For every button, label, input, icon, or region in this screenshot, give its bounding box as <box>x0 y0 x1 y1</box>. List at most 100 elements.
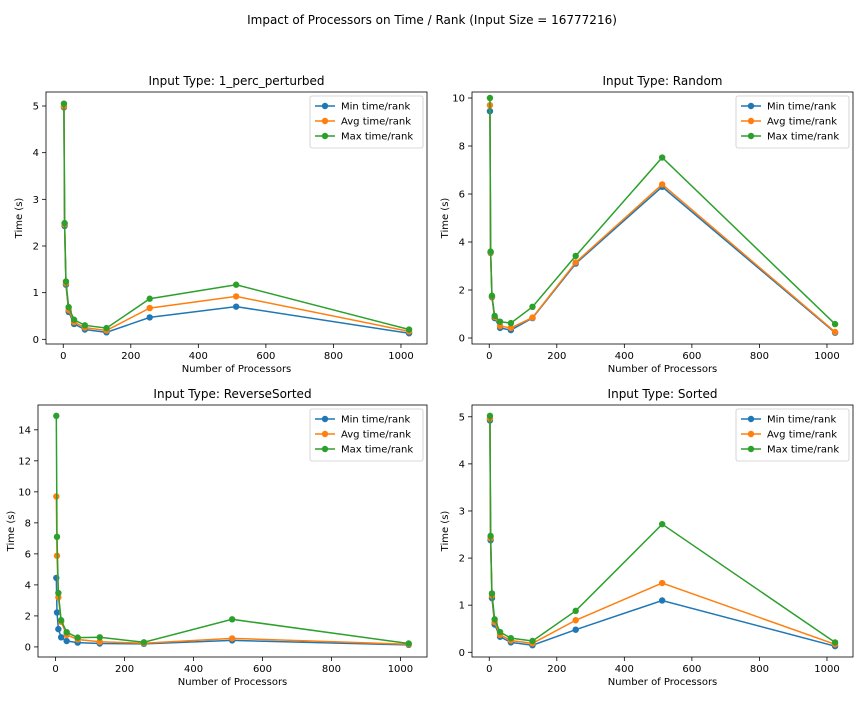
data-point <box>57 634 65 641</box>
legend-label: Max time/rank <box>767 445 839 456</box>
series-3 <box>486 412 839 646</box>
y-tick-label: 6 <box>25 549 31 560</box>
x-tick-label: 600 <box>256 351 275 362</box>
legend: Min time/rank Avg time/rank Max time/rank <box>735 408 850 462</box>
data-point <box>831 639 839 646</box>
legend-swatch-marker <box>747 117 755 125</box>
legend-label: Max time/rank <box>341 445 413 456</box>
x-tick-label: 800 <box>322 664 341 675</box>
panel-title: Input Type: Random <box>603 74 723 88</box>
data-point <box>63 628 70 636</box>
data-point <box>146 314 153 321</box>
y-tick-label: 4 <box>459 238 465 249</box>
data-point <box>831 320 839 328</box>
x-tick-label: 600 <box>682 351 701 362</box>
y-tick-label: 1 <box>33 288 39 299</box>
data-point <box>65 303 72 311</box>
y-tick-label: 0 <box>25 642 31 653</box>
y-tick-label: 4 <box>459 459 465 470</box>
data-point <box>529 314 536 321</box>
data-point <box>53 412 60 420</box>
x-tick-label: 1000 <box>388 351 413 362</box>
legend: Min time/rank Avg time/rank Max time/rank <box>309 408 424 462</box>
data-point <box>55 589 62 597</box>
data-point <box>491 312 498 320</box>
chart-panel-3: Input Type: ReverseSorted 0 200 400 600 800 10… <box>6 387 428 688</box>
x-axis-label: Number of Processors <box>608 364 718 375</box>
data-point <box>228 616 236 623</box>
data-point <box>572 252 579 260</box>
data-point <box>63 637 70 645</box>
data-point <box>658 520 666 528</box>
data-point <box>232 281 240 288</box>
data-point <box>487 532 494 540</box>
legend-swatch-marker <box>747 102 755 110</box>
legend-label: Max time/rank <box>767 132 839 143</box>
chart-panel-4: Input Type: Sorted 0 200 400 600 800 1000 0 1 2 3 4… <box>440 387 854 688</box>
data-point <box>228 635 236 642</box>
data-point <box>405 640 412 647</box>
data-point <box>572 607 579 615</box>
data-point <box>405 326 413 333</box>
x-tick-label: 600 <box>253 664 272 675</box>
y-tick-label: 0 <box>459 334 465 345</box>
y-tick-label: 5 <box>33 102 39 113</box>
x-tick-label: 0 <box>60 351 66 362</box>
data-point <box>529 637 536 645</box>
data-point <box>232 293 240 300</box>
data-point <box>572 626 579 633</box>
legend-swatch-marker <box>747 415 755 423</box>
y-tick-label: 3 <box>33 195 39 206</box>
x-tick-label: 800 <box>750 664 769 675</box>
data-point <box>146 295 153 302</box>
legend-label: Avg time/rank <box>767 430 837 441</box>
x-tick-label: 200 <box>115 664 134 675</box>
series-line <box>63 103 410 331</box>
data-point <box>496 318 504 325</box>
data-point <box>488 292 496 299</box>
y-tick-label: 2 <box>33 242 39 253</box>
y-tick-label: 2 <box>25 611 31 622</box>
data-point <box>658 597 666 604</box>
x-tick-label: 400 <box>615 351 634 362</box>
x-tick-label: 400 <box>615 664 634 675</box>
legend-label: Avg time/rank <box>341 117 411 128</box>
legend-swatch-marker <box>321 415 329 423</box>
legend-label: Min time/rank <box>341 415 410 426</box>
y-tick-label: 3 <box>459 506 465 517</box>
x-tick-label: 400 <box>184 664 203 675</box>
legend-swatch-marker <box>747 430 755 438</box>
x-tick-label: 200 <box>547 351 566 362</box>
series-line <box>489 415 836 644</box>
x-axis-label: Number of Processors <box>182 364 292 375</box>
data-point <box>53 533 61 541</box>
y-tick-label: 0 <box>459 648 465 659</box>
x-tick-label: 1000 <box>814 664 839 675</box>
data-point <box>70 316 78 323</box>
data-point <box>487 248 494 255</box>
legend-swatch-marker <box>321 117 329 125</box>
legend-swatch-marker <box>747 445 755 453</box>
panel-title: Input Type: 1_perc_perturbed <box>148 74 324 88</box>
series-3 <box>53 412 412 647</box>
x-tick-label: 200 <box>547 664 566 675</box>
y-tick-label: 5 <box>459 412 465 423</box>
legend-label: Avg time/rank <box>767 117 837 128</box>
x-tick-label: 800 <box>324 351 343 362</box>
legend-swatch-marker <box>321 445 329 453</box>
data-point <box>496 628 504 636</box>
data-point <box>486 94 494 102</box>
data-point <box>55 625 62 633</box>
chart-panel-1: Input Type: 1_perc_perturbed 0 200 400 600 80… <box>14 74 428 375</box>
data-point <box>486 412 494 420</box>
data-point <box>57 617 65 624</box>
data-point <box>507 324 515 332</box>
data-point <box>658 154 666 161</box>
data-point <box>140 639 148 646</box>
y-axis-label: Time (s) <box>14 198 25 240</box>
data-point <box>96 638 103 646</box>
y-tick-label: 8 <box>25 518 31 529</box>
data-point <box>74 634 81 641</box>
data-point <box>53 609 61 616</box>
